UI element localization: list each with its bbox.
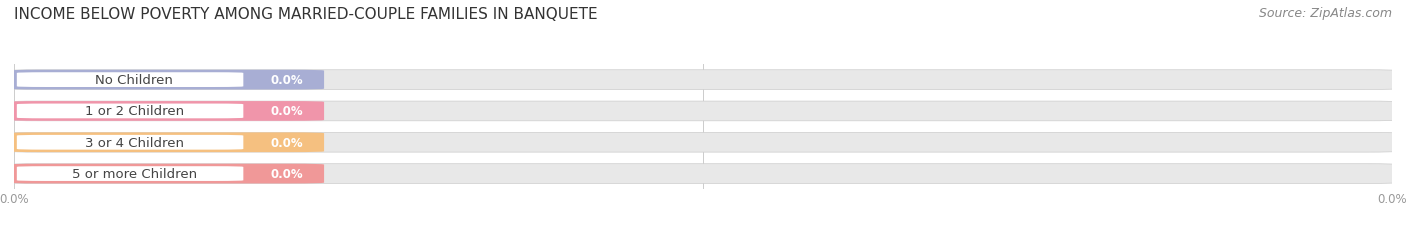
FancyBboxPatch shape bbox=[7, 70, 325, 90]
FancyBboxPatch shape bbox=[17, 73, 243, 88]
Text: 1 or 2 Children: 1 or 2 Children bbox=[84, 105, 184, 118]
FancyBboxPatch shape bbox=[17, 167, 243, 181]
FancyBboxPatch shape bbox=[7, 133, 1399, 152]
Text: No Children: No Children bbox=[96, 74, 173, 87]
Text: 5 or more Children: 5 or more Children bbox=[72, 167, 197, 180]
Text: Source: ZipAtlas.com: Source: ZipAtlas.com bbox=[1258, 7, 1392, 20]
Text: 0.0%: 0.0% bbox=[271, 136, 304, 149]
FancyBboxPatch shape bbox=[17, 104, 243, 119]
Text: INCOME BELOW POVERTY AMONG MARRIED-COUPLE FAMILIES IN BANQUETE: INCOME BELOW POVERTY AMONG MARRIED-COUPL… bbox=[14, 7, 598, 22]
Text: 0.0%: 0.0% bbox=[271, 167, 304, 180]
FancyBboxPatch shape bbox=[7, 70, 1399, 90]
Text: 0.0%: 0.0% bbox=[271, 105, 304, 118]
FancyBboxPatch shape bbox=[7, 133, 325, 152]
Text: 3 or 4 Children: 3 or 4 Children bbox=[84, 136, 184, 149]
FancyBboxPatch shape bbox=[7, 164, 1399, 184]
FancyBboxPatch shape bbox=[17, 135, 243, 150]
FancyBboxPatch shape bbox=[7, 102, 325, 121]
FancyBboxPatch shape bbox=[7, 164, 325, 184]
Text: 0.0%: 0.0% bbox=[271, 74, 304, 87]
FancyBboxPatch shape bbox=[7, 102, 1399, 121]
